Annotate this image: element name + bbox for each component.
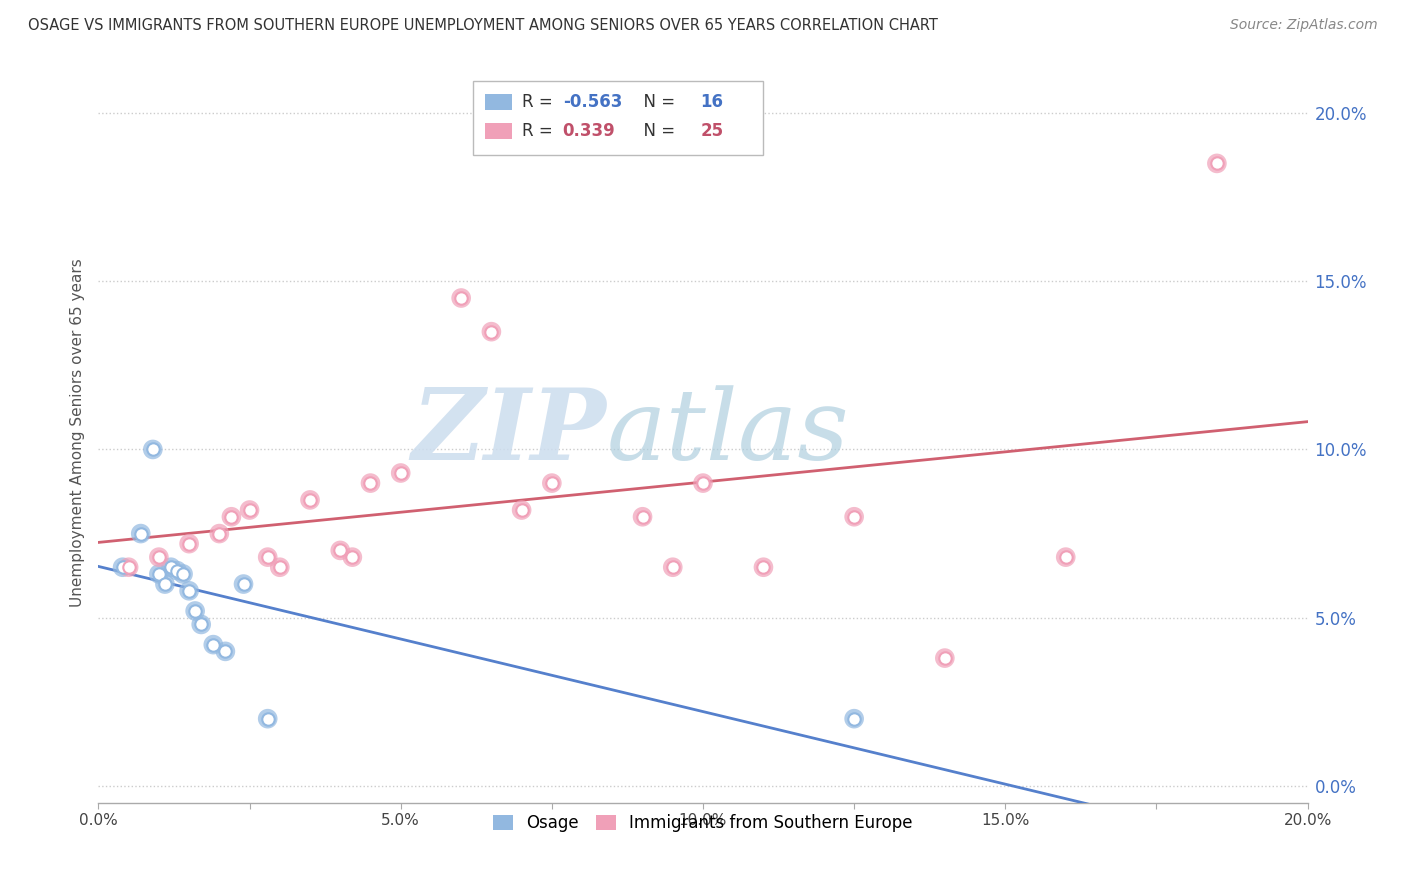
Point: [148, 550, 170, 565]
Point: [299, 492, 322, 507]
Text: atlas: atlas: [606, 385, 849, 480]
Text: 16: 16: [700, 93, 724, 111]
Point: [111, 560, 134, 574]
Point: [190, 617, 212, 632]
Text: ZIP: ZIP: [412, 384, 606, 481]
Point: [752, 560, 775, 574]
Point: [153, 577, 176, 591]
Point: [190, 617, 212, 632]
Point: [179, 583, 201, 598]
Point: [179, 583, 201, 598]
Point: [166, 564, 188, 578]
Text: N =: N =: [633, 122, 681, 140]
Point: [360, 476, 382, 491]
Point: [111, 560, 134, 574]
Point: [184, 604, 207, 618]
Point: [299, 492, 322, 507]
Point: [142, 442, 165, 457]
Point: [360, 476, 382, 491]
Point: [1206, 156, 1229, 170]
Point: [153, 577, 176, 591]
Point: [661, 560, 683, 574]
Point: [661, 560, 683, 574]
Point: [166, 564, 188, 578]
Point: [752, 560, 775, 574]
Point: [329, 543, 352, 558]
Point: [221, 509, 243, 524]
Point: [202, 638, 225, 652]
FancyBboxPatch shape: [485, 123, 512, 139]
Point: [1054, 550, 1077, 565]
Point: [129, 526, 152, 541]
Y-axis label: Unemployment Among Seniors over 65 years: Unemployment Among Seniors over 65 years: [70, 259, 86, 607]
Point: [510, 503, 533, 517]
Point: [179, 536, 201, 550]
FancyBboxPatch shape: [474, 81, 763, 155]
Point: [540, 476, 562, 491]
Point: [160, 560, 183, 574]
Point: [172, 566, 194, 581]
Point: [256, 712, 278, 726]
Point: [481, 325, 503, 339]
Point: [160, 560, 183, 574]
Point: [934, 651, 956, 665]
FancyBboxPatch shape: [485, 94, 512, 110]
Point: [1054, 550, 1077, 565]
Text: R =: R =: [522, 93, 558, 111]
Point: [208, 526, 231, 541]
Point: [214, 644, 236, 658]
Text: Source: ZipAtlas.com: Source: ZipAtlas.com: [1230, 18, 1378, 32]
Point: [510, 503, 533, 517]
Text: OSAGE VS IMMIGRANTS FROM SOUTHERN EUROPE UNEMPLOYMENT AMONG SENIORS OVER 65 YEAR: OSAGE VS IMMIGRANTS FROM SOUTHERN EUROPE…: [28, 18, 938, 33]
Point: [450, 291, 472, 305]
Text: 25: 25: [700, 122, 724, 140]
Point: [256, 550, 278, 565]
Point: [692, 476, 714, 491]
Text: -0.563: -0.563: [562, 93, 621, 111]
Point: [202, 638, 225, 652]
Point: [389, 466, 412, 480]
Point: [844, 712, 866, 726]
Point: [631, 509, 654, 524]
Point: [142, 442, 165, 457]
Text: R =: R =: [522, 122, 558, 140]
Point: [844, 509, 866, 524]
Point: [232, 577, 254, 591]
Point: [208, 526, 231, 541]
Point: [329, 543, 352, 558]
Point: [214, 644, 236, 658]
Point: [148, 566, 170, 581]
Point: [844, 509, 866, 524]
Point: [342, 550, 364, 565]
Point: [239, 503, 262, 517]
Point: [172, 566, 194, 581]
Point: [540, 476, 562, 491]
Legend: Osage, Immigrants from Southern Europe: Osage, Immigrants from Southern Europe: [486, 807, 920, 838]
Point: [148, 566, 170, 581]
Point: [389, 466, 412, 480]
Point: [269, 560, 291, 574]
Text: 0.339: 0.339: [562, 122, 616, 140]
Point: [450, 291, 472, 305]
Point: [239, 503, 262, 517]
Point: [184, 604, 207, 618]
Text: N =: N =: [633, 93, 681, 111]
Point: [256, 712, 278, 726]
Point: [148, 550, 170, 565]
Point: [118, 560, 141, 574]
Point: [342, 550, 364, 565]
Point: [179, 536, 201, 550]
Point: [129, 526, 152, 541]
Point: [221, 509, 243, 524]
Point: [631, 509, 654, 524]
Point: [269, 560, 291, 574]
Point: [232, 577, 254, 591]
Point: [692, 476, 714, 491]
Point: [256, 550, 278, 565]
Point: [481, 325, 503, 339]
Point: [934, 651, 956, 665]
Point: [1206, 156, 1229, 170]
Point: [118, 560, 141, 574]
Point: [844, 712, 866, 726]
